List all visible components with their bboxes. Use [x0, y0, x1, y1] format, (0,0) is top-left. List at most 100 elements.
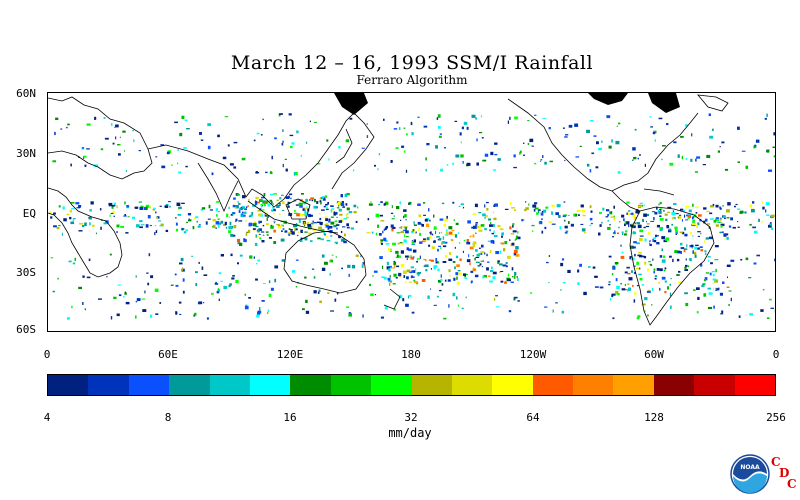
rain-pixel [148, 253, 151, 257]
rain-pixel [644, 163, 646, 167]
rain-pixel [628, 277, 633, 281]
rain-pixel [606, 209, 610, 212]
rain-pixel [730, 297, 732, 302]
rain-pixel [181, 115, 185, 119]
rain-pixel [678, 281, 683, 284]
rain-pixel [660, 227, 664, 231]
rain-pixel [480, 260, 485, 262]
rain-pixel [697, 235, 700, 237]
rain-pixel [439, 289, 442, 292]
rain-pixel [393, 128, 398, 130]
rain-pixel [721, 141, 725, 144]
rain-pixel [624, 271, 628, 274]
rain-pixel [513, 296, 518, 299]
rain-pixel [304, 202, 306, 205]
rain-pixel [766, 149, 770, 153]
rain-pixel [649, 240, 651, 242]
rain-pixel [472, 255, 474, 257]
rain-pixel [304, 237, 308, 241]
rain-pixel [648, 261, 651, 263]
rain-pixel [709, 135, 714, 139]
rain-pixel [272, 206, 275, 209]
ice-america [588, 93, 628, 105]
rain-pixel [581, 209, 586, 213]
rain-pixel [279, 197, 282, 200]
rain-pixel [534, 207, 539, 210]
rain-pixel [636, 261, 639, 265]
rain-pixel [176, 228, 179, 232]
rain-pixel [248, 229, 251, 233]
rain-pixel [641, 284, 644, 286]
rain-pixel [608, 255, 612, 258]
rain-pixel [728, 225, 732, 228]
rain-pixel [263, 283, 266, 284]
rain-pixel [175, 311, 177, 314]
rain-pixel [700, 249, 704, 252]
rain-pixel [531, 145, 534, 147]
rain-pixel [261, 196, 265, 199]
rain-pixel [717, 221, 722, 223]
rain-pixel [681, 155, 683, 160]
rain-pixel [404, 281, 407, 284]
rain-pixel [70, 208, 75, 210]
rain-pixel [61, 232, 63, 236]
rain-pixel [509, 239, 511, 242]
rain-pixel [453, 277, 456, 281]
rain-pixel [405, 169, 408, 173]
rain-pixel [149, 225, 152, 227]
rain-pixel [124, 214, 127, 216]
rain-pixel [313, 276, 316, 279]
rain-pixel [612, 236, 615, 238]
rain-pixel [156, 216, 160, 219]
rain-pixel [178, 301, 182, 304]
rain-pixel [314, 198, 316, 203]
rain-pixel [339, 213, 343, 216]
rain-pixel [82, 302, 84, 305]
rain-pixel [318, 289, 321, 292]
rain-pixel [76, 207, 80, 209]
borneo-coast [285, 198, 311, 220]
rain-pixel [456, 276, 458, 280]
rain-pixel [452, 233, 455, 236]
rain-pixel [646, 223, 650, 225]
rain-pixel [680, 250, 682, 254]
rain-pixel [299, 239, 303, 242]
rain-pixel [614, 230, 616, 234]
rain-pixel [532, 204, 537, 208]
rain-pixel [320, 201, 322, 205]
rain-pixel [620, 282, 622, 285]
rain-pixel [272, 203, 274, 205]
rain-pixel [110, 212, 114, 214]
rain-pixel [383, 276, 387, 280]
rain-pixel [480, 251, 485, 254]
rain-pixel [330, 209, 333, 213]
rain-pixel [700, 263, 703, 267]
rain-pixel [705, 272, 710, 274]
rain-pixel [539, 220, 543, 225]
rain-pixel [512, 230, 517, 233]
rain-pixel [179, 313, 182, 315]
rain-pixel [160, 144, 165, 146]
rain-pixel [94, 116, 97, 120]
rain-pixel [538, 209, 541, 211]
rain-pixel [567, 269, 571, 273]
rain-pixel [493, 217, 497, 221]
rain-pixel [116, 224, 120, 228]
rain-pixel [165, 229, 169, 232]
rain-pixel [652, 132, 656, 135]
rain-pixel [195, 216, 199, 219]
color-swatch-17 [734, 375, 776, 395]
rain-pixel [183, 147, 187, 149]
rain-pixel [658, 117, 663, 120]
rain-pixel [405, 230, 409, 234]
rain-pixel [669, 292, 672, 297]
rain-pixel [676, 274, 680, 276]
rain-pixel [613, 215, 615, 218]
rain-pixel [768, 169, 772, 172]
rain-pixel [387, 277, 391, 281]
rain-pixel [578, 214, 580, 216]
rain-pixel [378, 233, 382, 236]
rain-pixel [609, 224, 611, 226]
rain-pixel [632, 159, 634, 161]
rain-pixel [457, 304, 459, 307]
